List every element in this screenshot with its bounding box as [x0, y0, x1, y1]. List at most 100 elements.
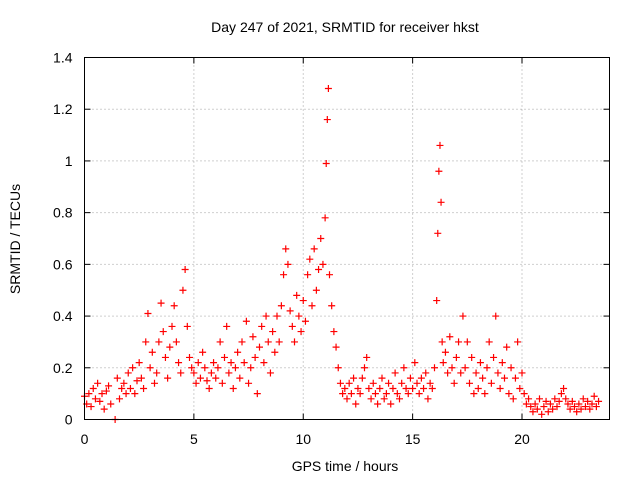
y-tick-label: 0.8 — [53, 205, 73, 221]
data-point — [280, 271, 288, 279]
data-point — [415, 390, 423, 398]
data-point — [188, 364, 196, 372]
data-point — [441, 348, 449, 356]
x-axis-label: GPS time / hours — [292, 458, 399, 474]
data-point — [227, 359, 235, 367]
data-point — [192, 379, 200, 387]
data-point — [249, 333, 257, 341]
data-point — [339, 390, 347, 398]
data-point — [107, 400, 115, 408]
y-tick-label: 1.4 — [53, 50, 73, 66]
data-point — [120, 379, 128, 387]
data-point — [126, 384, 134, 392]
data-point — [310, 245, 318, 253]
data-point — [161, 353, 169, 361]
data-point — [164, 374, 172, 382]
data-point — [277, 302, 285, 310]
data-point — [505, 390, 513, 398]
data-point — [540, 403, 548, 411]
data-point — [391, 369, 399, 377]
data-point — [496, 384, 504, 392]
data-point — [85, 390, 93, 398]
data-point — [118, 384, 126, 392]
data-point — [218, 379, 226, 387]
data-point — [245, 379, 253, 387]
data-point — [371, 390, 379, 398]
data-point — [288, 322, 296, 330]
data-point — [573, 408, 581, 416]
data-point — [479, 374, 487, 382]
data-point — [236, 374, 244, 382]
data-point — [356, 390, 364, 398]
data-point — [105, 382, 113, 390]
grid-lines — [84, 57, 610, 420]
data-point — [492, 312, 500, 320]
data-point — [166, 343, 174, 351]
data-point — [175, 359, 183, 367]
data-point — [444, 369, 452, 377]
data-point — [382, 390, 390, 398]
data-point — [417, 374, 425, 382]
data-point — [234, 348, 242, 356]
data-point — [380, 395, 388, 403]
data-point — [437, 198, 445, 206]
data-point — [409, 384, 417, 392]
data-point — [498, 359, 506, 367]
data-point — [229, 384, 237, 392]
data-point — [522, 400, 530, 408]
data-point — [323, 116, 331, 124]
data-point — [520, 390, 528, 398]
data-point — [330, 328, 338, 336]
y-tick-label: 1 — [65, 153, 73, 169]
data-point — [179, 286, 187, 294]
data-point — [426, 379, 434, 387]
data-point — [260, 359, 268, 367]
data-point — [566, 405, 574, 413]
data-point — [242, 317, 250, 325]
data-point — [301, 317, 309, 325]
data-point — [223, 322, 231, 330]
data-point — [448, 364, 456, 372]
data-point — [264, 338, 272, 346]
data-point — [336, 379, 344, 387]
data-point — [577, 405, 585, 413]
data-point — [511, 374, 519, 382]
data-point — [322, 160, 330, 168]
data-point — [428, 384, 436, 392]
data-point — [343, 395, 351, 403]
data-point — [396, 395, 403, 403]
x-tick-label: 15 — [405, 431, 421, 447]
data-point — [334, 364, 342, 372]
data-point — [214, 364, 222, 372]
data-point — [258, 322, 266, 330]
data-point — [553, 403, 561, 411]
data-point — [172, 338, 180, 346]
data-point — [431, 364, 438, 372]
data-point — [472, 369, 480, 377]
data-point — [433, 297, 441, 305]
data-point — [476, 359, 484, 367]
data-point — [304, 271, 312, 279]
data-point — [487, 379, 495, 387]
data-point — [450, 379, 458, 387]
data-point — [240, 359, 248, 367]
data-point — [529, 408, 537, 416]
data-point — [170, 302, 178, 310]
data-point — [549, 405, 557, 413]
data-point — [568, 397, 576, 405]
data-point — [273, 312, 281, 320]
data-point — [579, 395, 587, 403]
data-point — [216, 338, 224, 346]
data-point — [256, 343, 263, 351]
data-point — [424, 395, 432, 403]
data-point — [411, 359, 419, 367]
data-point — [531, 400, 539, 408]
data-point — [459, 312, 467, 320]
data-point — [546, 400, 554, 408]
y-axis-label: SRMTID / TECUs — [7, 184, 23, 294]
data-point — [516, 384, 524, 392]
data-point — [468, 353, 476, 361]
data-point — [352, 400, 360, 408]
data-point — [374, 400, 382, 408]
x-tick-label: 20 — [514, 431, 530, 447]
